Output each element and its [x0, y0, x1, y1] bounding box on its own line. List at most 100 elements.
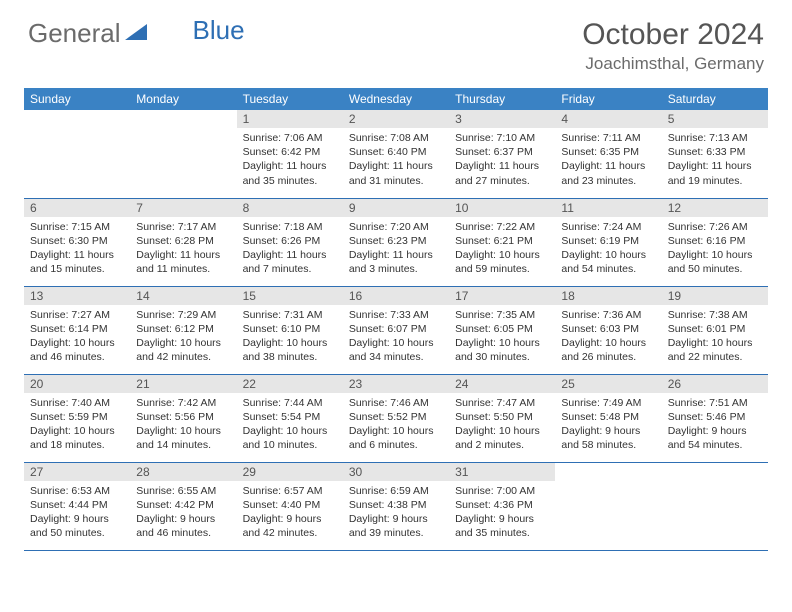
calendar-table: SundayMondayTuesdayWednesdayThursdayFrid… [24, 88, 768, 551]
day-details: Sunrise: 7:47 AMSunset: 5:50 PMDaylight:… [449, 393, 555, 457]
day-details: Sunrise: 6:59 AMSunset: 4:38 PMDaylight:… [343, 481, 449, 545]
day-details: Sunrise: 7:27 AMSunset: 6:14 PMDaylight:… [24, 305, 130, 369]
logo: General Blue [28, 18, 245, 49]
day-details: Sunrise: 7:18 AMSunset: 6:26 PMDaylight:… [237, 217, 343, 281]
day-number: 1 [237, 110, 343, 128]
calendar-day-cell: 14Sunrise: 7:29 AMSunset: 6:12 PMDayligh… [130, 286, 236, 374]
calendar-day-cell: 27Sunrise: 6:53 AMSunset: 4:44 PMDayligh… [24, 462, 130, 550]
calendar-week-row: 20Sunrise: 7:40 AMSunset: 5:59 PMDayligh… [24, 374, 768, 462]
day-details: Sunrise: 7:36 AMSunset: 6:03 PMDaylight:… [555, 305, 661, 369]
day-details: Sunrise: 7:46 AMSunset: 5:52 PMDaylight:… [343, 393, 449, 457]
calendar-body: 1Sunrise: 7:06 AMSunset: 6:42 PMDaylight… [24, 110, 768, 550]
day-details: Sunrise: 7:33 AMSunset: 6:07 PMDaylight:… [343, 305, 449, 369]
day-number: 3 [449, 110, 555, 128]
day-details: Sunrise: 7:10 AMSunset: 6:37 PMDaylight:… [449, 128, 555, 192]
day-details: Sunrise: 6:57 AMSunset: 4:40 PMDaylight:… [237, 481, 343, 545]
calendar-day-cell: 13Sunrise: 7:27 AMSunset: 6:14 PMDayligh… [24, 286, 130, 374]
day-number: 22 [237, 375, 343, 393]
day-details: Sunrise: 7:13 AMSunset: 6:33 PMDaylight:… [662, 128, 768, 192]
calendar-day-cell: 24Sunrise: 7:47 AMSunset: 5:50 PMDayligh… [449, 374, 555, 462]
day-number: 5 [662, 110, 768, 128]
day-details: Sunrise: 7:44 AMSunset: 5:54 PMDaylight:… [237, 393, 343, 457]
day-number: 10 [449, 199, 555, 217]
day-number: 26 [662, 375, 768, 393]
calendar-day-cell: 5Sunrise: 7:13 AMSunset: 6:33 PMDaylight… [662, 110, 768, 198]
day-details: Sunrise: 6:55 AMSunset: 4:42 PMDaylight:… [130, 481, 236, 545]
calendar-day-cell: 22Sunrise: 7:44 AMSunset: 5:54 PMDayligh… [237, 374, 343, 462]
day-details: Sunrise: 7:24 AMSunset: 6:19 PMDaylight:… [555, 217, 661, 281]
day-number: 12 [662, 199, 768, 217]
day-number: 28 [130, 463, 236, 481]
day-header: Saturday [662, 88, 768, 110]
day-details: Sunrise: 7:38 AMSunset: 6:01 PMDaylight:… [662, 305, 768, 369]
day-number: 7 [130, 199, 236, 217]
calendar-day-cell: 30Sunrise: 6:59 AMSunset: 4:38 PMDayligh… [343, 462, 449, 550]
calendar-day-cell [662, 462, 768, 550]
day-header: Tuesday [237, 88, 343, 110]
day-details: Sunrise: 6:53 AMSunset: 4:44 PMDaylight:… [24, 481, 130, 545]
day-header: Monday [130, 88, 236, 110]
day-header: Thursday [449, 88, 555, 110]
day-number: 24 [449, 375, 555, 393]
day-number: 25 [555, 375, 661, 393]
header: General Blue October 2024 Joachimsthal, … [0, 0, 792, 82]
calendar-day-cell: 17Sunrise: 7:35 AMSunset: 6:05 PMDayligh… [449, 286, 555, 374]
day-number: 16 [343, 287, 449, 305]
title-block: October 2024 Joachimsthal, Germany [582, 18, 764, 74]
calendar-day-cell [24, 110, 130, 198]
day-header: Wednesday [343, 88, 449, 110]
calendar-day-cell: 18Sunrise: 7:36 AMSunset: 6:03 PMDayligh… [555, 286, 661, 374]
day-details: Sunrise: 7:35 AMSunset: 6:05 PMDaylight:… [449, 305, 555, 369]
day-number: 6 [24, 199, 130, 217]
calendar-day-cell: 23Sunrise: 7:46 AMSunset: 5:52 PMDayligh… [343, 374, 449, 462]
calendar-day-cell: 7Sunrise: 7:17 AMSunset: 6:28 PMDaylight… [130, 198, 236, 286]
day-number: 20 [24, 375, 130, 393]
day-number: 8 [237, 199, 343, 217]
day-number: 21 [130, 375, 236, 393]
day-details: Sunrise: 7:22 AMSunset: 6:21 PMDaylight:… [449, 217, 555, 281]
calendar-day-cell: 16Sunrise: 7:33 AMSunset: 6:07 PMDayligh… [343, 286, 449, 374]
calendar-day-cell: 1Sunrise: 7:06 AMSunset: 6:42 PMDaylight… [237, 110, 343, 198]
calendar-day-cell: 28Sunrise: 6:55 AMSunset: 4:42 PMDayligh… [130, 462, 236, 550]
day-number: 2 [343, 110, 449, 128]
page-title: October 2024 [582, 18, 764, 52]
calendar-day-cell: 15Sunrise: 7:31 AMSunset: 6:10 PMDayligh… [237, 286, 343, 374]
day-details: Sunrise: 7:42 AMSunset: 5:56 PMDaylight:… [130, 393, 236, 457]
calendar-day-cell: 21Sunrise: 7:42 AMSunset: 5:56 PMDayligh… [130, 374, 236, 462]
day-details: Sunrise: 7:08 AMSunset: 6:40 PMDaylight:… [343, 128, 449, 192]
day-number: 29 [237, 463, 343, 481]
calendar-day-cell: 11Sunrise: 7:24 AMSunset: 6:19 PMDayligh… [555, 198, 661, 286]
day-details: Sunrise: 7:17 AMSunset: 6:28 PMDaylight:… [130, 217, 236, 281]
day-details: Sunrise: 7:26 AMSunset: 6:16 PMDaylight:… [662, 217, 768, 281]
day-details: Sunrise: 7:06 AMSunset: 6:42 PMDaylight:… [237, 128, 343, 192]
calendar-day-cell: 19Sunrise: 7:38 AMSunset: 6:01 PMDayligh… [662, 286, 768, 374]
day-number: 31 [449, 463, 555, 481]
day-details: Sunrise: 7:31 AMSunset: 6:10 PMDaylight:… [237, 305, 343, 369]
day-number: 15 [237, 287, 343, 305]
logo-text-1: General [28, 18, 121, 49]
calendar-day-cell [555, 462, 661, 550]
calendar-day-cell: 8Sunrise: 7:18 AMSunset: 6:26 PMDaylight… [237, 198, 343, 286]
calendar-day-cell: 12Sunrise: 7:26 AMSunset: 6:16 PMDayligh… [662, 198, 768, 286]
calendar-week-row: 6Sunrise: 7:15 AMSunset: 6:30 PMDaylight… [24, 198, 768, 286]
calendar-day-cell: 9Sunrise: 7:20 AMSunset: 6:23 PMDaylight… [343, 198, 449, 286]
calendar-day-cell: 4Sunrise: 7:11 AMSunset: 6:35 PMDaylight… [555, 110, 661, 198]
calendar-week-row: 1Sunrise: 7:06 AMSunset: 6:42 PMDaylight… [24, 110, 768, 198]
calendar-day-cell: 29Sunrise: 6:57 AMSunset: 4:40 PMDayligh… [237, 462, 343, 550]
day-number: 4 [555, 110, 661, 128]
day-details: Sunrise: 7:00 AMSunset: 4:36 PMDaylight:… [449, 481, 555, 545]
calendar-day-cell: 6Sunrise: 7:15 AMSunset: 6:30 PMDaylight… [24, 198, 130, 286]
day-details: Sunrise: 7:29 AMSunset: 6:12 PMDaylight:… [130, 305, 236, 369]
day-details: Sunrise: 7:11 AMSunset: 6:35 PMDaylight:… [555, 128, 661, 192]
day-number: 30 [343, 463, 449, 481]
location: Joachimsthal, Germany [582, 54, 764, 74]
logo-text-2: Blue [193, 15, 245, 46]
calendar-day-cell: 20Sunrise: 7:40 AMSunset: 5:59 PMDayligh… [24, 374, 130, 462]
calendar-day-cell: 2Sunrise: 7:08 AMSunset: 6:40 PMDaylight… [343, 110, 449, 198]
logo-triangle-icon [125, 18, 147, 49]
day-number: 19 [662, 287, 768, 305]
calendar-day-cell: 10Sunrise: 7:22 AMSunset: 6:21 PMDayligh… [449, 198, 555, 286]
calendar-day-cell: 26Sunrise: 7:51 AMSunset: 5:46 PMDayligh… [662, 374, 768, 462]
day-details: Sunrise: 7:51 AMSunset: 5:46 PMDaylight:… [662, 393, 768, 457]
day-number: 13 [24, 287, 130, 305]
